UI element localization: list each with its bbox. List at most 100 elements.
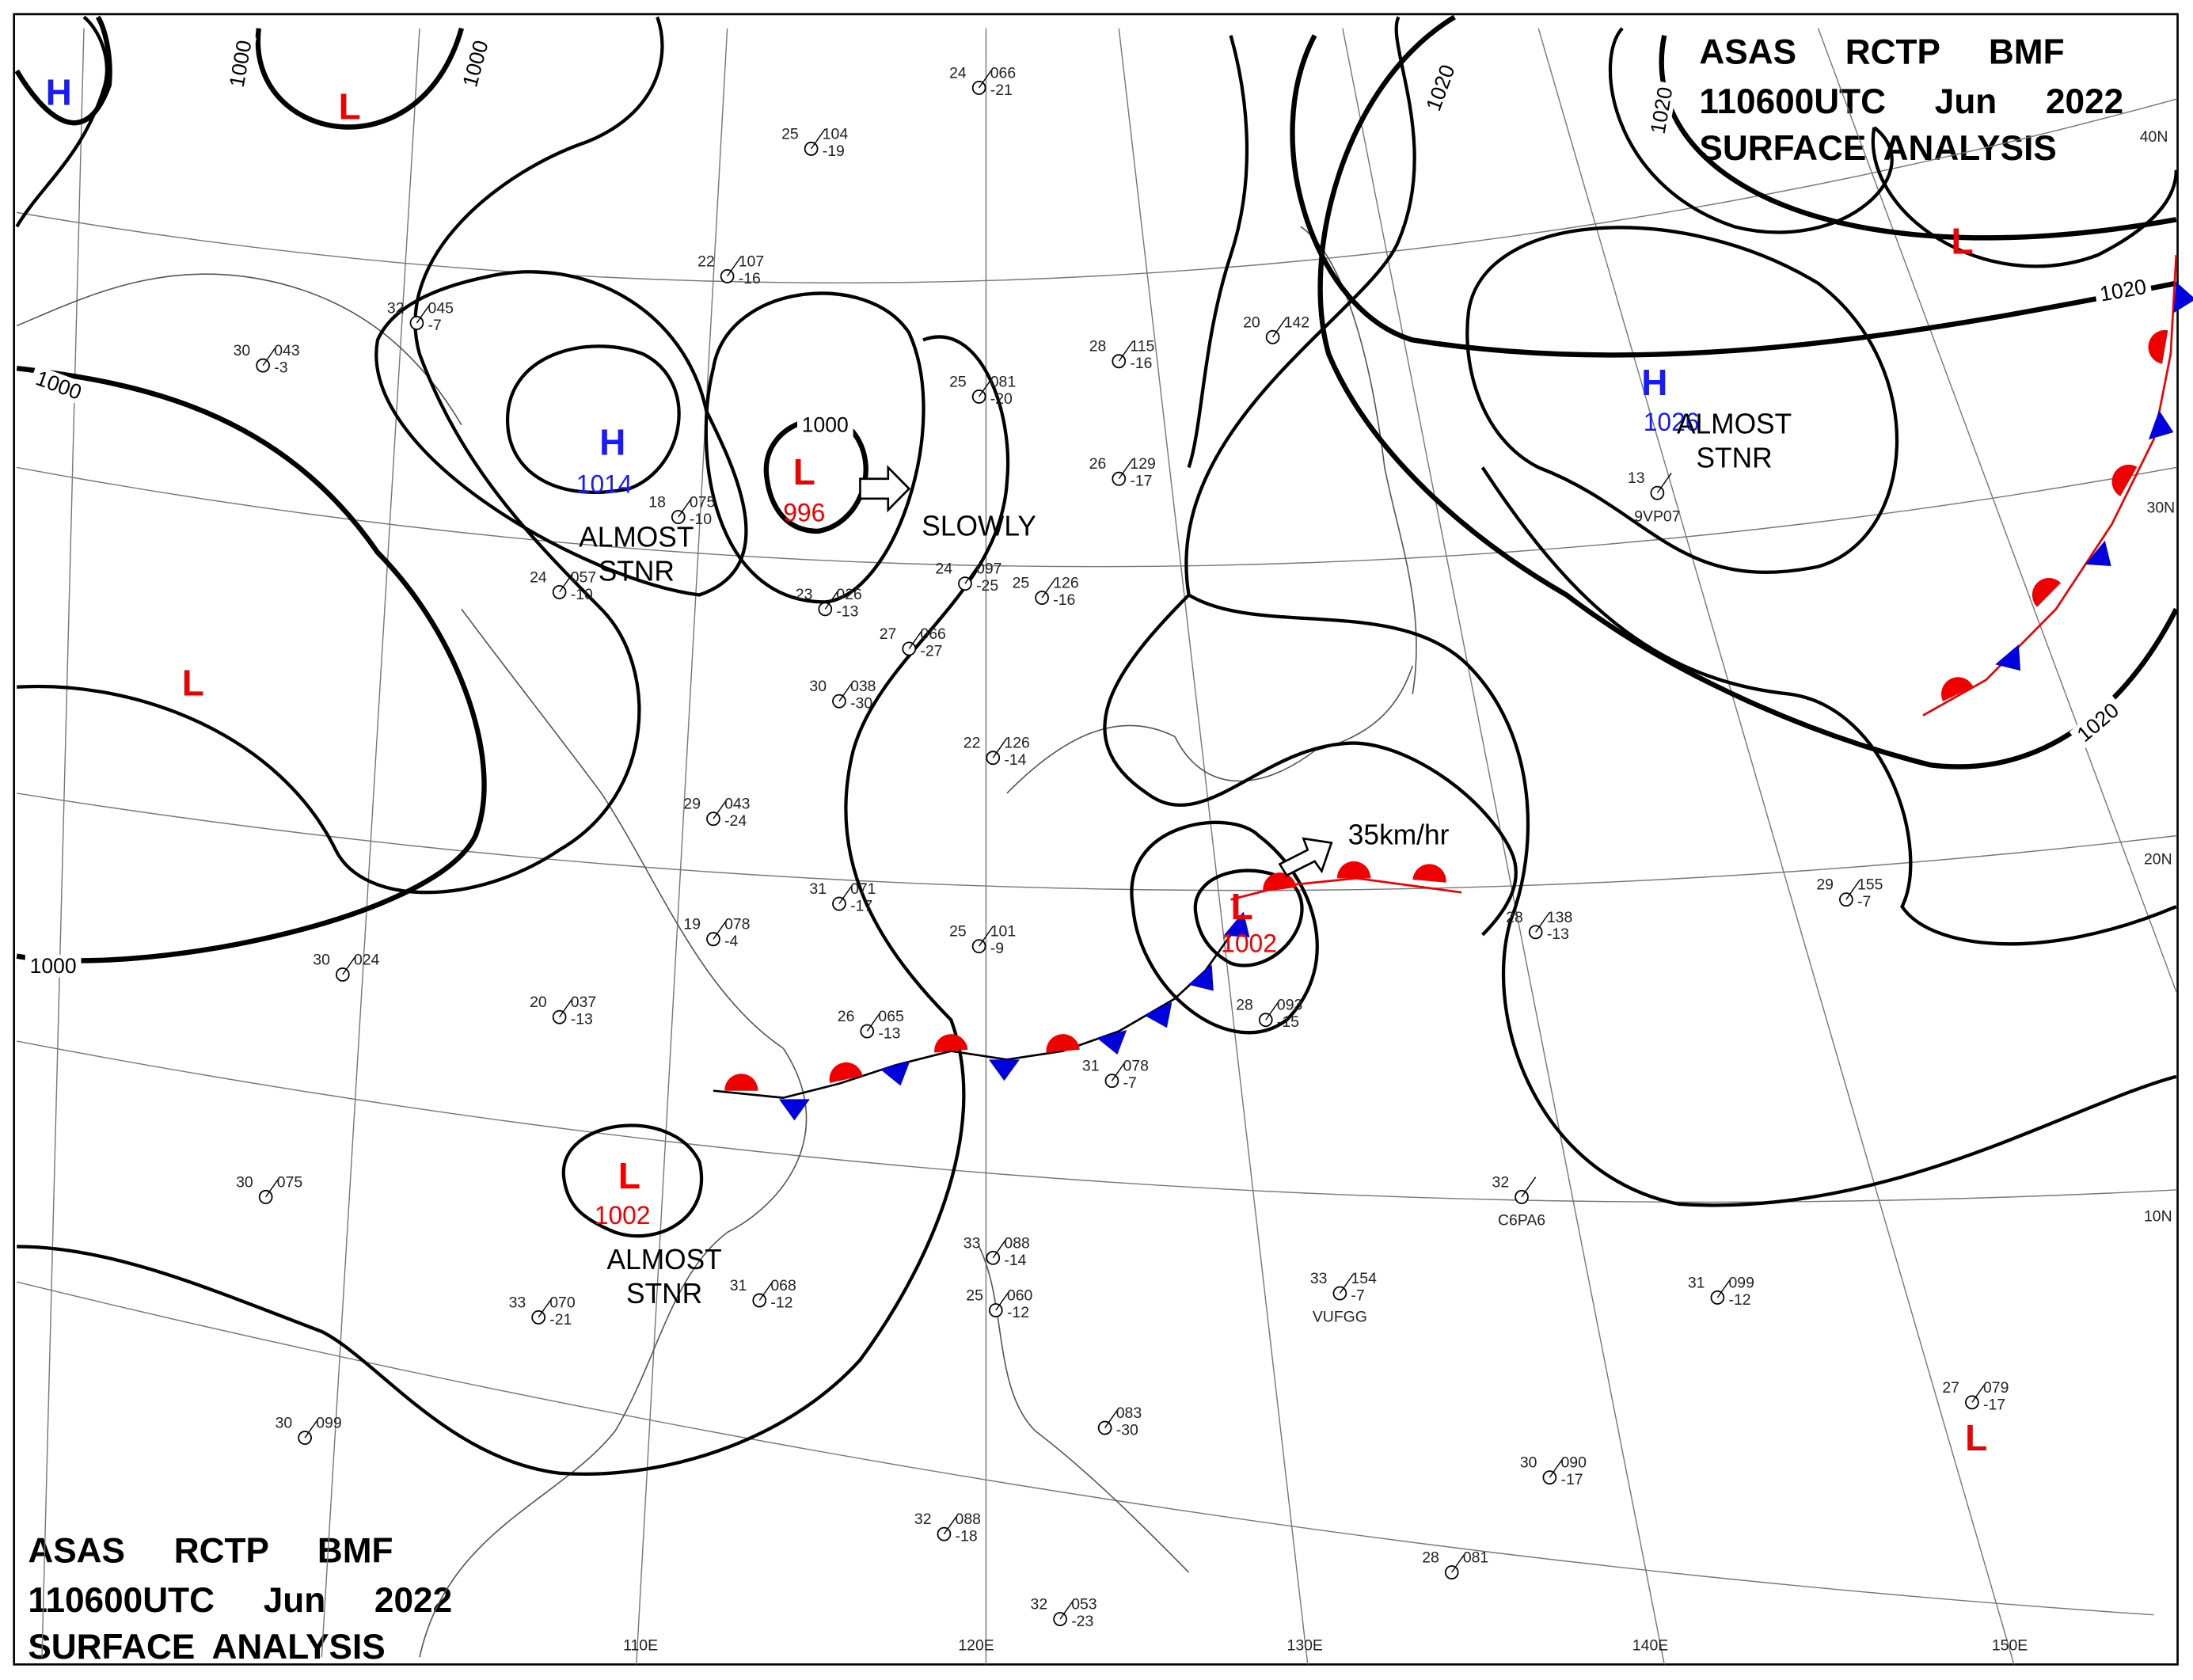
header-line: 110600UTC Jun 2022 xyxy=(28,1581,452,1620)
station-dewpoint: -15 xyxy=(1277,1013,1299,1031)
warm-front-symbol xyxy=(2111,464,2138,496)
station-dewpoint: -4 xyxy=(724,933,738,950)
station-circle xyxy=(902,641,917,656)
isobar xyxy=(1871,127,2178,268)
station-pressure: 066 xyxy=(990,64,1017,82)
header-line: SURFACE ANALYSIS xyxy=(1699,129,2056,168)
station-dewpoint: -20 xyxy=(990,390,1013,408)
system-note: ALMOST xyxy=(1677,408,1792,439)
station-temperature: 30 xyxy=(236,1173,253,1191)
cold-front-symbol xyxy=(1995,644,2021,671)
system-note: ALMOST xyxy=(579,521,694,553)
station-temperature: 22 xyxy=(963,735,981,752)
wind-barb xyxy=(538,1297,553,1318)
station-pressure: 099 xyxy=(316,1414,341,1431)
isobar-thick xyxy=(14,15,112,126)
pressure-center-symbol: L xyxy=(793,451,815,492)
wind-barb xyxy=(992,1237,1008,1259)
station-pressure: 024 xyxy=(354,951,380,968)
front-line xyxy=(1230,876,1462,901)
station-temperature: 26 xyxy=(1089,455,1107,473)
isobar xyxy=(704,291,925,604)
warm-front-symbol xyxy=(1046,1034,1080,1053)
header-line: SURFACE ANALYSIS xyxy=(28,1628,385,1667)
wind-barb xyxy=(1339,1273,1355,1294)
latitude-line xyxy=(17,1040,2176,1203)
station-circle xyxy=(706,811,720,827)
isobar-thick xyxy=(1317,14,2179,770)
station-temperature: 20 xyxy=(1243,314,1260,331)
warm-front-symbol xyxy=(1412,864,1446,883)
station-pressure: 079 xyxy=(1983,1379,2009,1397)
central-pressure: 996 xyxy=(783,498,825,526)
wind-barb xyxy=(1118,458,1134,480)
station-temperature: 26 xyxy=(838,1008,855,1025)
wind-barb xyxy=(1111,1060,1127,1081)
cold-front-symbol xyxy=(1223,911,1250,937)
station-pressure: 078 xyxy=(1123,1058,1150,1075)
station-dewpoint: -7 xyxy=(1351,1287,1365,1304)
cold-front-symbol xyxy=(2148,410,2174,440)
station-pressure: 068 xyxy=(770,1277,796,1294)
wind-barb xyxy=(1041,577,1057,599)
station-temperature: 24 xyxy=(949,64,967,82)
station-temperature: 19 xyxy=(683,916,701,933)
station-id: VUFGG xyxy=(1313,1308,1367,1325)
station-circle xyxy=(1965,1395,1979,1410)
station-pressure: 065 xyxy=(878,1008,904,1025)
station-pressure: 155 xyxy=(1857,876,1883,894)
station-dewpoint: -7 xyxy=(1123,1074,1137,1092)
wind-barb xyxy=(943,1514,959,1535)
station-temperature: 30 xyxy=(276,1414,293,1431)
station-pressure: 066 xyxy=(920,625,946,643)
station-temperature: 29 xyxy=(1816,876,1834,894)
longitude-label: 150E xyxy=(1992,1636,2028,1654)
isobar xyxy=(1465,226,1899,574)
station-temperature: 23 xyxy=(796,586,813,603)
latitude-line xyxy=(17,792,2176,891)
isobar-label-bg xyxy=(1645,80,1678,141)
isobar xyxy=(1184,16,1416,595)
wind-barb xyxy=(992,737,1008,758)
station-pressure: 038 xyxy=(850,678,876,695)
coastline xyxy=(1300,226,1417,694)
station-temperature: 25 xyxy=(966,1287,983,1304)
isobar-label-bg xyxy=(1420,57,1461,119)
station-dewpoint: -12 xyxy=(770,1294,792,1311)
station-temperature: 31 xyxy=(1082,1058,1100,1075)
isobar-label-bg xyxy=(796,413,853,437)
warm-front-symbol xyxy=(1336,861,1371,879)
wind-barb xyxy=(1656,473,1672,494)
wind-barb xyxy=(979,376,994,397)
station-dewpoint: -7 xyxy=(428,317,442,334)
warm-front-symbol xyxy=(1941,677,1974,701)
isobar xyxy=(561,1123,704,1238)
longitude-line xyxy=(636,28,728,1665)
pressure-center-symbol: L xyxy=(1231,886,1253,927)
wind-barb xyxy=(1535,911,1550,933)
station-temperature: 25 xyxy=(781,125,799,143)
station-dewpoint: -23 xyxy=(1071,1613,1093,1630)
wind-barb xyxy=(1451,1552,1466,1573)
station-temperature: 24 xyxy=(530,568,547,586)
isobar-label-bg xyxy=(2093,274,2153,307)
wind-barb xyxy=(1272,317,1287,338)
warm-front-symbol xyxy=(829,1062,863,1083)
station-pressure: 099 xyxy=(1728,1274,1754,1291)
map-frame xyxy=(13,13,2179,1666)
motion-arrow xyxy=(1278,837,1333,877)
header-line: ASAS RCTP BMF xyxy=(1699,32,2064,71)
station-pressure: 081 xyxy=(1463,1549,1488,1566)
wind-barb xyxy=(1971,1382,1987,1403)
station-dewpoint: -16 xyxy=(739,270,761,287)
isobar xyxy=(1480,466,2177,946)
station-dewpoint: -7 xyxy=(1857,893,1871,910)
warm-front-symbol xyxy=(1263,872,1297,892)
station-dewpoint: -13 xyxy=(1547,926,1569,943)
station-temperature: 25 xyxy=(949,373,967,390)
wind-barb xyxy=(262,345,278,367)
wind-barb xyxy=(964,563,980,584)
wind-barb xyxy=(713,918,728,940)
